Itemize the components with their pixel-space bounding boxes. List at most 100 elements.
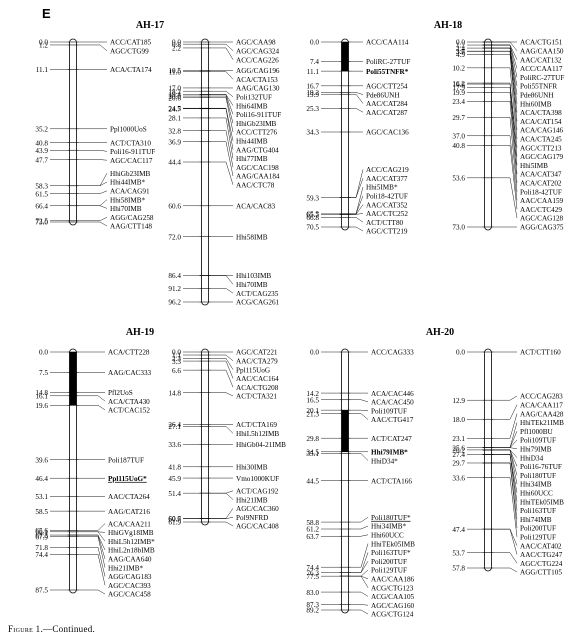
marker-position: 0.0 [456, 39, 465, 47]
marker-position: 67.3 [35, 532, 48, 540]
marker-name: AGC/CAG324 [236, 48, 280, 56]
marker-name: Hhi30IMB [236, 463, 268, 471]
marker-connector [350, 92, 364, 95]
marker-position: 23.4 [452, 98, 465, 106]
marker-connector [493, 50, 518, 113]
marker-name: ACC/CAT185 [110, 39, 152, 47]
marker-name: ACA/CAA211 [108, 520, 151, 528]
marker-name: HhiGb23IMB [236, 120, 277, 128]
marker-name: ACA/CTG151 [520, 39, 563, 47]
marker-connector [493, 92, 518, 175]
marker-name: HhiGb04-21IMB [236, 441, 286, 449]
marker-position: 20.0 [168, 93, 181, 101]
marker-name: Poli16-76TUF [520, 463, 562, 471]
marker-name: PoliRC-27TUF [366, 58, 410, 66]
marker-position: 18.2 [168, 88, 181, 96]
marker-name: Poli16-911TUF [110, 148, 155, 156]
marker-connector [350, 213, 364, 215]
marker-connector [493, 47, 518, 104]
marker-connector [493, 431, 518, 448]
chromosome-filled-segment [341, 410, 349, 452]
marker-connector [210, 117, 234, 159]
marker-position: 29.7 [452, 460, 465, 468]
marker-name: HhiL5h12IMB* [108, 538, 155, 546]
marker-position: 44.5 [306, 477, 319, 485]
marker-connector [210, 161, 234, 185]
marker-position: 43.9 [35, 147, 48, 155]
marker-position: 10.2 [452, 65, 465, 73]
marker-connector [493, 177, 518, 219]
marker-connector [78, 534, 106, 559]
marker-name: Vmo1000KUF [236, 475, 279, 483]
marker-name: Poli200TUF [371, 558, 407, 566]
marker-connector [210, 392, 234, 397]
marker-name: ACA/CAC450 [371, 399, 414, 407]
marker-name: Hhi58IMB [236, 233, 268, 241]
marker-position: 3.7 [456, 48, 465, 56]
marker-position: 45.9 [168, 475, 181, 483]
marker-position: 87.5 [35, 587, 48, 595]
marker-connector [210, 97, 234, 133]
marker-connector [493, 82, 518, 148]
marker-name: AAG/CAC333 [108, 369, 152, 377]
marker-position: 87.3 [306, 601, 319, 609]
marker-name: Pfl1000BU [520, 428, 554, 436]
marker-connector [78, 221, 108, 227]
marker-connector [78, 554, 106, 586]
marker-position: 26.4 [168, 421, 181, 429]
marker-position: 76.3 [306, 569, 319, 577]
marker-position: 18.0 [452, 416, 465, 424]
marker-position: 4.9 [456, 51, 465, 59]
marker-name: ACA/CAT202 [520, 180, 562, 188]
marker-connector [210, 107, 234, 141]
marker-name: ACT/CTA169 [236, 421, 277, 429]
marker-position: 19.2 [306, 89, 319, 97]
marker-position: 65.6 [35, 527, 48, 535]
marker-name: Hhi103IMB [236, 272, 271, 280]
marker-position: 7.5 [39, 369, 48, 377]
marker-name: Poli109TUF [520, 437, 556, 445]
marker-position: 2.4 [456, 45, 465, 53]
marker-name: AGG/CTT105 [520, 569, 562, 577]
marker-name: AAC/CTC429 [520, 206, 562, 214]
marker-name: Hhi64IMB [236, 102, 268, 110]
marker-connector [350, 399, 369, 403]
marker-connector [210, 369, 234, 388]
marker-name: Poli200TUF [520, 525, 556, 533]
marker-position: 28.1 [168, 115, 181, 123]
marker-connector [493, 454, 518, 511]
marker-name: ACC/CAA114 [366, 39, 409, 47]
marker-position: 20.1 [306, 407, 319, 415]
marker-position: 11.0 [169, 68, 182, 76]
marker-name: AAC/CTC78 [236, 181, 275, 189]
marker-name: ACA/CAG91 [110, 188, 150, 196]
marker-name: AAC/CAT132 [520, 56, 562, 64]
marker-position: 33.6 [168, 441, 181, 449]
marker-name: AGC/CAA98 [236, 39, 276, 47]
marker-connector [78, 395, 106, 402]
linkage-group-title: AH-18 [434, 20, 462, 31]
marker-position: 17.9 [452, 84, 465, 92]
linkage-group-title: AH-19 [126, 327, 154, 338]
marker-name: AGC/CAG179 [520, 153, 564, 161]
marker-name: ACT/CAG235 [236, 290, 279, 298]
chromosome-bar [69, 38, 77, 226]
marker-position: 58.8 [306, 519, 319, 527]
marker-connector [350, 534, 369, 537]
marker-name: HhiTEk05IMB [520, 498, 564, 506]
marker-connector [210, 275, 234, 285]
marker-position: 60.6 [168, 202, 181, 210]
marker-position: 61.5 [35, 190, 48, 198]
marker-name: AAC/CTG247 [520, 551, 563, 559]
marker-connector [493, 67, 518, 139]
marker-connector [493, 54, 518, 131]
marker-position: 37.0 [452, 132, 465, 140]
marker-name: ACT/CTA166 [371, 477, 412, 485]
marker-name: AAC/CAT377 [366, 175, 408, 183]
marker-name: AGC/CAC117 [110, 157, 153, 165]
marker-position: 29.8 [306, 435, 319, 443]
marker-position: 40.8 [35, 139, 48, 147]
marker-name: Hhi5IMB* [366, 184, 398, 192]
marker-name: Poli180TUF [520, 472, 556, 480]
marker-name: Pde86UNH [520, 92, 554, 100]
